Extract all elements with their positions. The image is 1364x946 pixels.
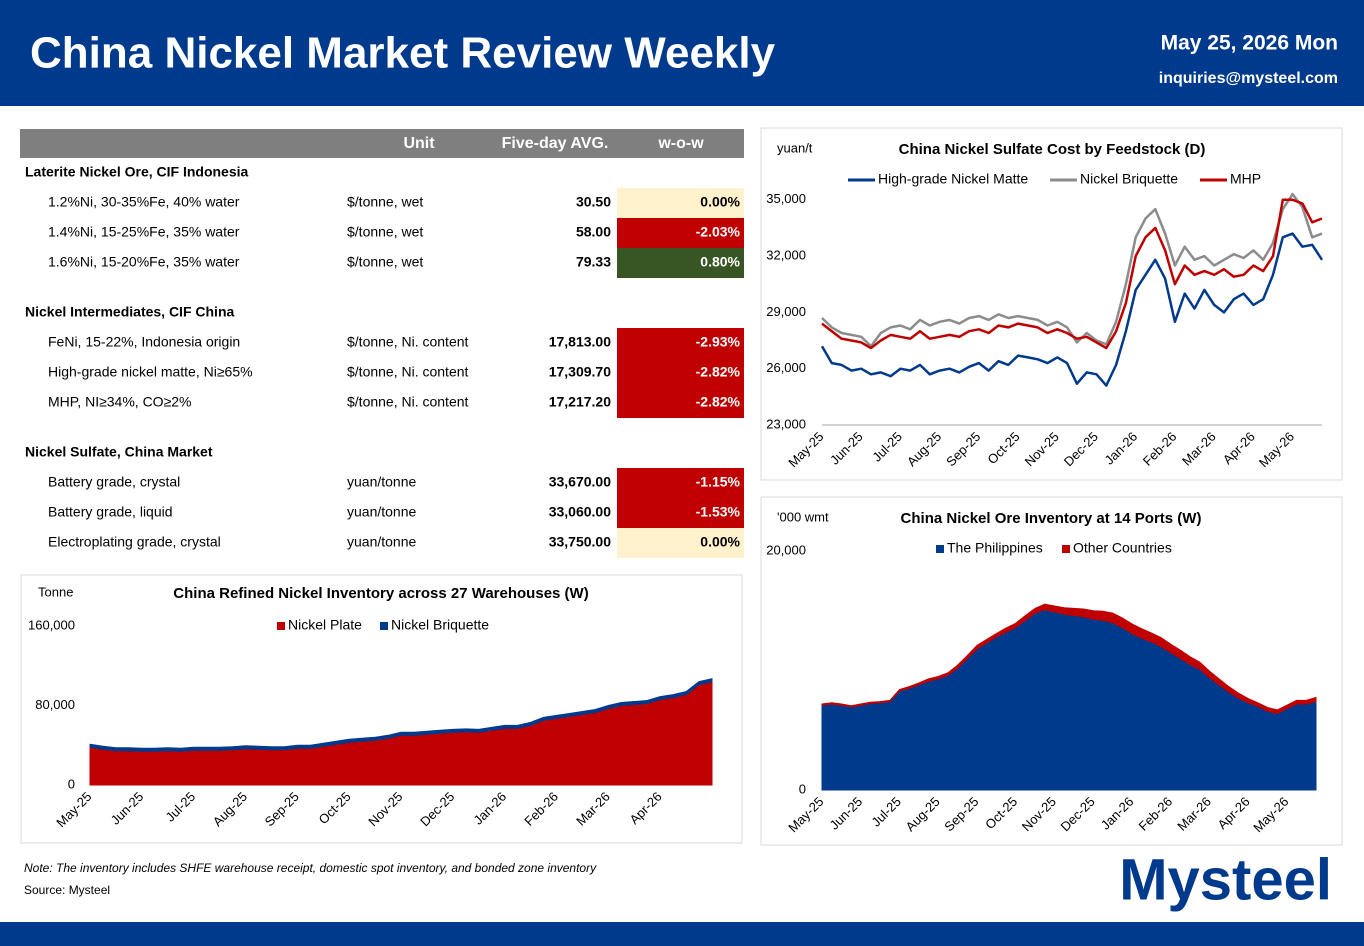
wow-cell — [617, 498, 744, 528]
section-title: Nickel Sulfate, China Market — [25, 444, 213, 460]
column-header: Five-day AVG. — [502, 135, 609, 152]
y-tick-label: 29,000 — [766, 304, 806, 319]
footer-note: Note: The inventory includes SHFE wareho… — [24, 861, 597, 875]
row-wow: -2.82% — [696, 394, 741, 410]
row-name: Battery grade, liquid — [48, 504, 173, 520]
row-name: High-grade nickel matte, Ni≥65% — [48, 364, 253, 380]
table-header-row — [20, 129, 744, 158]
chart-title: China Nickel Sulfate Cost by Feedstock (… — [899, 141, 1206, 158]
wow-cell — [617, 248, 744, 278]
row-unit: $/tonne, Ni. content — [347, 334, 469, 350]
row-average: 33,060.00 — [549, 504, 611, 520]
row-unit: $/tonne, Ni. content — [347, 364, 469, 380]
y-tick-label: 20,000 — [766, 542, 806, 557]
row-unit: $/tonne, wet — [347, 254, 423, 270]
section-title: Nickel Intermediates, CIF China — [25, 304, 234, 320]
legend-label: MHP — [1230, 171, 1261, 187]
row-name: Battery grade, crystal — [48, 474, 180, 490]
chart-frame — [760, 127, 1343, 481]
row-average: 33,750.00 — [549, 534, 611, 550]
series-area — [821, 603, 1317, 715]
legend-swatch — [936, 545, 944, 553]
logo: Mysteel — [1119, 847, 1332, 912]
footer-band — [0, 922, 1364, 946]
row-name: 1.6%Ni, 15-20%Fe, 35% water — [48, 254, 240, 270]
row-average: 30.50 — [576, 194, 611, 210]
wow-cell — [617, 388, 744, 418]
header-title: China Nickel Market Review Weekly — [30, 29, 776, 78]
row-wow: 0.00% — [700, 194, 740, 210]
y-tick-label: 35,000 — [766, 191, 806, 206]
legend-swatch — [1062, 545, 1070, 553]
row-name: Electroplating grade, crystal — [48, 534, 221, 550]
wow-cell — [617, 528, 744, 558]
row-average: 17,813.00 — [549, 334, 611, 350]
row-wow: -2.03% — [696, 224, 741, 240]
series-area — [89, 678, 713, 752]
legend-label: High-grade Nickel Matte — [878, 171, 1028, 187]
y-tick-label: 0 — [68, 776, 75, 791]
row-unit: yuan/tonne — [347, 504, 416, 520]
y-tick-label: 80,000 — [35, 697, 75, 712]
y-axis-label: Tonne — [38, 584, 73, 599]
y-tick-label: 26,000 — [766, 360, 806, 375]
y-tick-label: 160,000 — [28, 617, 75, 632]
column-header: Unit — [403, 135, 435, 152]
series-line — [820, 232, 1324, 387]
wow-cell — [617, 218, 744, 248]
legend-label: Nickel Briquette — [1080, 171, 1178, 187]
row-name: 1.4%Ni, 15-25%Fe, 35% water — [48, 224, 240, 240]
chart-title: China Refined Nickel Inventory across 27… — [173, 585, 588, 602]
footer-source: Source: Mysteel — [24, 883, 110, 897]
y-tick-label: 23,000 — [766, 416, 806, 431]
row-average: 17,309.70 — [549, 364, 611, 380]
row-average: 58.00 — [576, 224, 611, 240]
legend-swatch — [277, 622, 285, 630]
row-unit: yuan/tonne — [347, 534, 416, 550]
row-unit: $/tonne, wet — [347, 194, 423, 210]
row-name: 1.2%Ni, 30-35%Fe, 40% water — [48, 194, 240, 210]
chart-title: China Nickel Ore Inventory at 14 Ports (… — [901, 510, 1202, 527]
row-wow: -2.82% — [696, 364, 741, 380]
column-header: w-o-w — [657, 135, 704, 152]
y-tick-label: 32,000 — [766, 248, 806, 263]
header-email: inquiries@mysteel.com — [1159, 70, 1338, 87]
row-average: 33,670.00 — [549, 474, 611, 490]
wow-cell — [617, 188, 744, 218]
section-title: Laterite Nickel Ore, CIF Indonesia — [25, 164, 249, 180]
row-wow: 0.80% — [700, 254, 740, 270]
row-wow: -1.53% — [696, 504, 741, 520]
row-average: 79.33 — [576, 254, 611, 270]
row-unit: $/tonne, Ni. content — [347, 394, 469, 410]
wow-cell — [617, 328, 744, 358]
y-tick-label: 0 — [799, 781, 806, 796]
row-name: FeNi, 15-22%, Indonesia origin — [48, 334, 240, 350]
row-wow: -1.15% — [696, 474, 741, 490]
header-band — [0, 0, 1364, 106]
legend-label: Other Countries — [1073, 540, 1172, 556]
legend-label: Nickel Plate — [288, 617, 362, 633]
y-axis-label: '000 wmt — [777, 509, 829, 524]
legend-label: The Philippines — [947, 540, 1043, 556]
header-date: May 25, 2026 Mon — [1161, 32, 1338, 55]
legend-swatch — [380, 622, 388, 630]
row-unit: yuan/tonne — [347, 474, 416, 490]
series-line — [821, 198, 1323, 350]
wow-cell — [617, 468, 744, 498]
row-unit: $/tonne, wet — [347, 224, 423, 240]
row-wow: 0.00% — [700, 534, 740, 550]
wow-cell — [617, 358, 744, 388]
y-axis-label: yuan/t — [777, 140, 813, 155]
row-average: 17,217.20 — [549, 394, 611, 410]
row-wow: -2.93% — [696, 334, 741, 350]
row-name: MHP, NI≥34%, CO≥2% — [48, 394, 192, 410]
legend-label: Nickel Briquette — [391, 617, 489, 633]
